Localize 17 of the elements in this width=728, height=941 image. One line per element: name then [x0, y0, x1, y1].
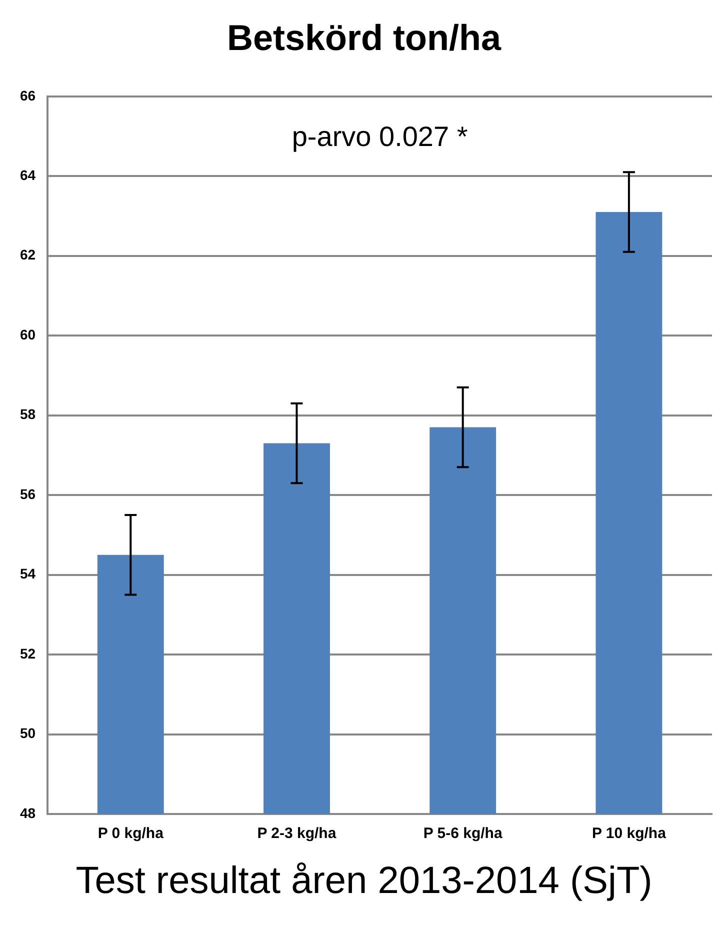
text: Test resultat åren 2013-2014 (SjT) — [74, 860, 654, 903]
y-tick-label: 56 — [20, 486, 36, 502]
chart-title: Betskörd ton/ha — [226, 16, 502, 60]
y-tick-label: 54 — [20, 566, 36, 582]
y-tick-label: 60 — [20, 326, 36, 342]
y-tick-label: 52 — [20, 645, 36, 662]
annotation: p-arvo 0.027 * — [292, 121, 468, 152]
y-tick-label: 64 — [20, 166, 36, 183]
x-tick-label: P 5-6 kg/ha — [423, 825, 503, 842]
y-tick-label: 50 — [20, 725, 36, 742]
x-tick-label: P 10 kg/ha — [592, 825, 667, 842]
y-tick-label: 58 — [20, 406, 36, 422]
y-tick-label: 48 — [20, 804, 36, 821]
x-tick-label: P 2-3 kg/ha — [257, 825, 337, 842]
x-tick-label: P 0 kg/ha — [98, 825, 164, 842]
y-tick-label: 66 — [20, 87, 36, 104]
y-tick-label: 62 — [20, 246, 36, 263]
